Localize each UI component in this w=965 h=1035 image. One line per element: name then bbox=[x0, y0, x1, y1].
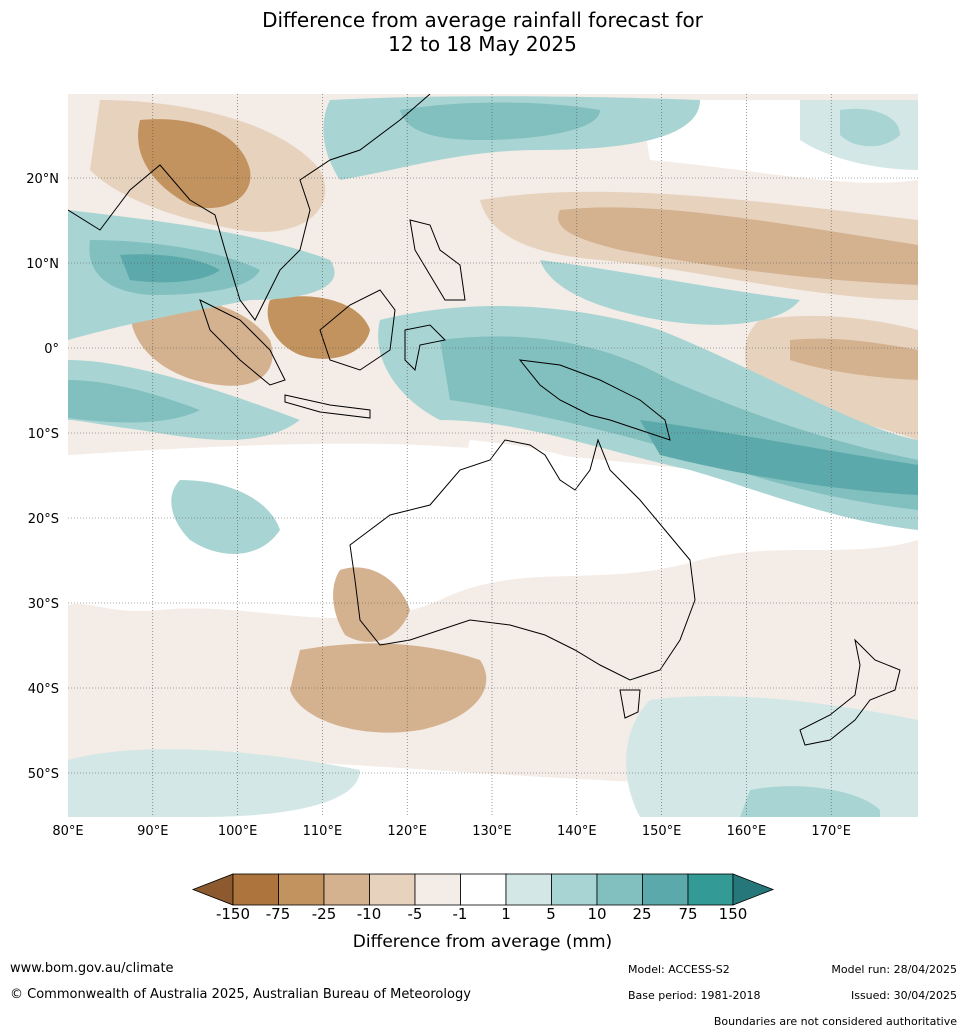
lon-label: 90°E bbox=[137, 824, 168, 839]
colorbar-tick: 1 bbox=[501, 905, 511, 923]
colorbar-segment bbox=[687, 873, 734, 906]
java-coastline bbox=[284, 394, 371, 419]
copyright-text: © Commonwealth of Australia 2025, Austra… bbox=[10, 987, 471, 1002]
wet-region bbox=[840, 108, 900, 147]
dry-region bbox=[138, 119, 251, 209]
lon-label: 80°E bbox=[52, 824, 83, 839]
model-name: Model: ACCESS-S2 bbox=[628, 963, 730, 976]
colorbar-segment bbox=[642, 873, 689, 906]
map-field bbox=[68, 94, 918, 817]
sumatra-coastline bbox=[199, 299, 286, 386]
dry-region bbox=[290, 643, 487, 733]
dry-region bbox=[790, 338, 918, 380]
dry-region bbox=[558, 207, 918, 285]
lat-label: 30°S bbox=[28, 597, 59, 612]
new-zealand-coastline bbox=[799, 638, 901, 746]
lat-label: 20°S bbox=[28, 512, 59, 527]
neutral-region bbox=[68, 443, 918, 619]
longitude-labels: 80°E 90°E 100°E 110°E 120°E 130°E 140°E … bbox=[52, 824, 851, 839]
sulawesi-coastline bbox=[404, 324, 447, 372]
colorbar-segment bbox=[369, 873, 416, 906]
borneo-coastline bbox=[319, 289, 396, 371]
title-line-1: Difference from average rainfall forecas… bbox=[262, 8, 703, 32]
colorbar-tick: -25 bbox=[311, 905, 337, 923]
colorbar-tick: -5 bbox=[407, 905, 423, 923]
colorbar-segment bbox=[596, 873, 643, 906]
gridlines bbox=[68, 94, 918, 817]
model-run-date: Model run: 28/04/2025 bbox=[831, 963, 957, 976]
lat-label: 40°S bbox=[28, 682, 59, 697]
colorbar-tick: -75 bbox=[265, 905, 291, 923]
boundaries-disclaimer: Boundaries are not considered authoritat… bbox=[713, 1015, 957, 1028]
chart-title: Difference from average rainfall forecas… bbox=[0, 8, 965, 56]
colorbar-tick: 10 bbox=[587, 905, 607, 923]
colorbar-title: Difference from average (mm) bbox=[352, 932, 613, 952]
lat-label: 50°S bbox=[28, 767, 59, 782]
colorbar bbox=[191, 873, 775, 906]
website-link[interactable]: www.bom.gov.au/climate bbox=[10, 961, 174, 976]
colorbar-tick: 25 bbox=[632, 905, 652, 923]
wet-region bbox=[626, 696, 918, 817]
colorbar-segment bbox=[505, 873, 552, 906]
colorbar-segment bbox=[323, 873, 370, 906]
colorbar-high-extend bbox=[732, 873, 775, 906]
wet-region bbox=[740, 786, 880, 817]
colorbar-tick: 5 bbox=[546, 905, 556, 923]
lat-label: 0° bbox=[44, 342, 59, 357]
lon-label: 150°E bbox=[642, 824, 682, 839]
wet-region bbox=[68, 749, 360, 817]
lon-label: 160°E bbox=[727, 824, 767, 839]
lon-label: 120°E bbox=[387, 824, 427, 839]
title-line-2: 12 to 18 May 2025 bbox=[388, 32, 577, 56]
base-period: Base period: 1981-2018 bbox=[628, 989, 761, 1002]
neutral-region bbox=[467, 440, 602, 504]
lat-label: 10°N bbox=[26, 257, 59, 272]
dry-region bbox=[333, 567, 410, 642]
lat-label: 10°S bbox=[28, 427, 59, 442]
issued-date: Issued: 30/04/2025 bbox=[850, 989, 957, 1002]
wet-region bbox=[640, 420, 918, 495]
asia-coastline bbox=[68, 94, 431, 321]
australia-coastline bbox=[349, 438, 696, 681]
lon-label: 100°E bbox=[218, 824, 258, 839]
wet-region bbox=[540, 260, 800, 325]
colorbar-tick: -1 bbox=[452, 905, 468, 923]
colorbar-segment bbox=[278, 873, 325, 906]
philippines-coastline bbox=[409, 219, 466, 301]
lon-label: 170°E bbox=[811, 824, 851, 839]
tasmania-coastline bbox=[619, 689, 641, 719]
new-guinea-coastline bbox=[518, 359, 671, 441]
colorbar-low-extend bbox=[191, 873, 234, 906]
lon-label: 140°E bbox=[557, 824, 597, 839]
wet-region bbox=[68, 380, 200, 423]
latitude-labels: 20°N 10°N 0° 10°S 20°S 30°S 40°S 50°S bbox=[26, 172, 59, 782]
colorbar-segment bbox=[460, 873, 507, 906]
colorbar-segment bbox=[551, 873, 598, 906]
wet-region bbox=[120, 254, 220, 283]
colorbar-tick: -150 bbox=[215, 905, 251, 923]
dry-region bbox=[130, 300, 273, 386]
colorbar-segment bbox=[414, 873, 461, 906]
colorbar-tick: 75 bbox=[678, 905, 698, 923]
dry-region bbox=[267, 296, 370, 359]
lon-label: 130°E bbox=[472, 824, 512, 839]
wet-region bbox=[400, 102, 600, 140]
colorbar-tick: -10 bbox=[356, 905, 382, 923]
lon-label: 110°E bbox=[303, 824, 343, 839]
colorbar-tick: 150 bbox=[718, 905, 748, 923]
colorbar-segment bbox=[232, 873, 279, 906]
wet-region bbox=[171, 480, 280, 554]
lat-label: 20°N bbox=[26, 172, 59, 187]
